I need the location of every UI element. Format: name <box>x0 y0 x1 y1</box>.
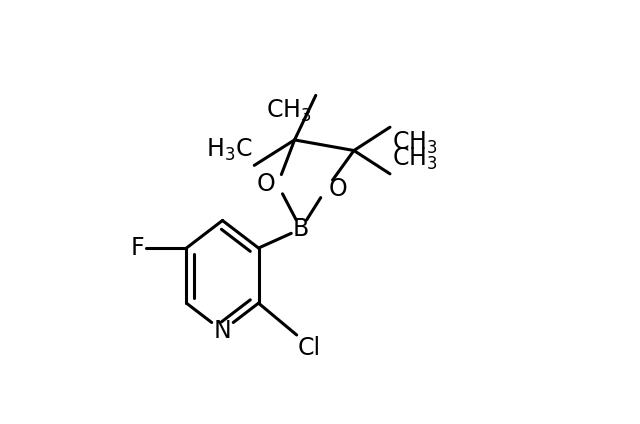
Text: CH$_3$: CH$_3$ <box>392 129 438 156</box>
Text: F: F <box>131 236 144 260</box>
Text: CH$_3$: CH$_3$ <box>266 98 312 124</box>
Text: B: B <box>292 217 309 241</box>
Text: H$_3$C: H$_3$C <box>205 137 252 163</box>
Text: Cl: Cl <box>298 336 321 360</box>
Text: CH$_3$: CH$_3$ <box>392 145 438 172</box>
Text: O: O <box>257 173 275 196</box>
Text: N: N <box>214 319 231 343</box>
Text: O: O <box>328 177 348 201</box>
